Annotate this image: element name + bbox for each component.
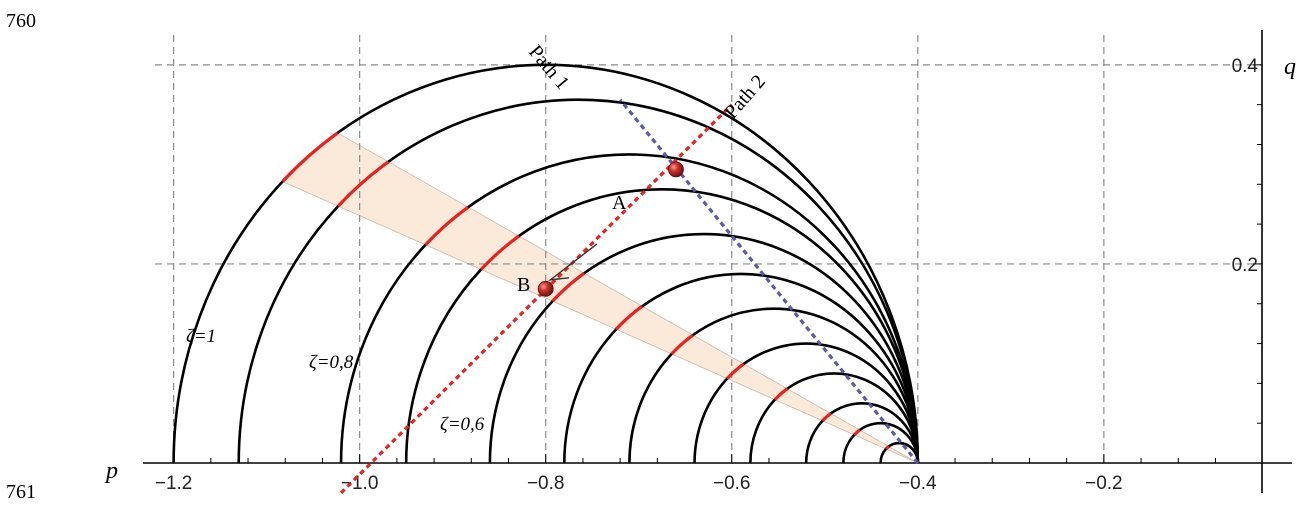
highlight-wedge [281,132,919,464]
red-arc-4 [551,271,586,303]
point-a [668,161,684,178]
x-axis-label: p [104,458,118,484]
red-arc-8 [773,387,789,401]
point-b [537,280,554,297]
path-line-1 [618,98,920,465]
labels: p q Path 1 Path 2 A B ζ=1 ζ=0,8 ζ=0,6 [104,41,1296,484]
x-tick-label-5: −0.2 [1085,473,1123,494]
wedge-shape [281,132,919,464]
x-tick-label-0: −1.2 [155,473,193,494]
y-tick-label-1: 0.4 [1232,56,1259,77]
x-tick-label-3: −0.6 [713,473,751,494]
x-tick-label-1: −1.0 [341,473,379,494]
red-arc-3 [479,234,520,271]
zeta-label-1: ζ=1 [186,326,216,347]
curve-1 [237,98,920,464]
curve-3 [404,188,920,464]
curve-2 [339,153,920,464]
highlighted-arc-segments [281,131,890,451]
path2-label: Path 2 [720,71,770,124]
x-tick-label-4: −0.4 [899,473,937,494]
curve-4 [488,232,920,464]
red-arc-7 [726,362,745,380]
points [537,161,684,297]
zeta-label-0-8: ζ=0,8 [309,352,354,373]
red-arc-11 [884,445,890,451]
x-tick-label-2: −0.8 [527,473,565,494]
line-number-top: 760 [6,10,36,32]
line-number-bottom: 761 [6,481,36,503]
paths [339,98,920,494]
curve-5 [563,272,920,464]
red-arc-9 [821,412,832,422]
point-a-label: A [612,192,627,214]
y-axis-label: q [1284,54,1296,80]
red-arc-2 [424,205,470,246]
path-line-2 [339,103,733,494]
red-arc-6 [670,333,694,356]
curve-6 [628,307,920,464]
curve-9 [804,401,920,464]
zeta-label-0-6: ζ=0,6 [440,414,485,435]
curve-0 [172,63,920,464]
point-b-label: B [517,274,530,296]
arrow-to-b [547,243,598,281]
curve-10 [842,421,920,464]
gridlines [155,35,1262,463]
red-arc-5 [614,304,644,331]
red-arc-0 [281,131,339,183]
red-arc-10 [853,428,861,436]
curve-family [172,63,920,464]
curve-11 [879,441,920,464]
path1-label: Path 1 [524,41,573,94]
red-arc-1 [337,160,390,208]
y-tick-label-0: 0.2 [1232,255,1258,276]
curve-8 [749,372,920,464]
curve-7 [693,342,920,464]
axes: −1.2 −1.0 −0.8 −0.6 −0.4 −0.2 0.2 0.4 [143,30,1292,494]
